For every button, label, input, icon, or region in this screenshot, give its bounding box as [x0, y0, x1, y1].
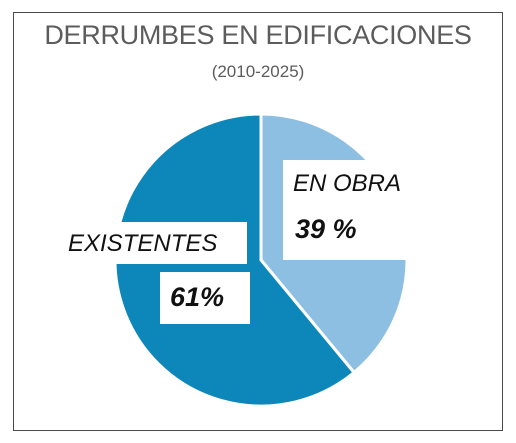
label-en-obra: EN OBRA 39 %: [283, 160, 418, 260]
label-existentes-category-box: EXISTENTES: [60, 222, 247, 264]
chart-title: DERRUMBES EN EDIFICACIONES: [44, 20, 472, 50]
chart-subtitle: (2010-2025): [211, 62, 305, 81]
label-en-obra-value: 39 %: [295, 214, 357, 244]
label-existentes-value: 61%: [170, 282, 225, 312]
label-existentes-category: EXISTENTES: [68, 230, 218, 257]
label-existentes-value-box: 61%: [160, 272, 250, 324]
label-en-obra-category: EN OBRA: [293, 170, 402, 197]
